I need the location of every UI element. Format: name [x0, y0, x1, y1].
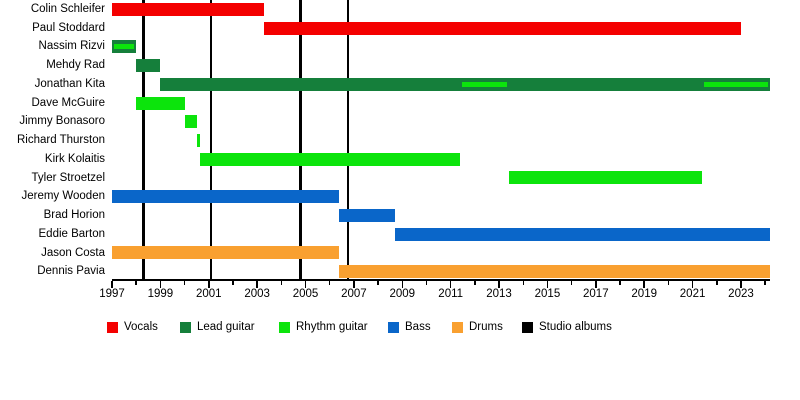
axis-tick: [740, 281, 742, 288]
timeline-bar: [339, 208, 396, 222]
timeline-bar: [200, 152, 461, 166]
member-label: Brad Horion: [43, 209, 105, 222]
axis-tick: [474, 281, 476, 285]
timeline-bar-overlay: [462, 81, 507, 87]
axis-tick: [764, 281, 766, 285]
member-label: Jimmy Bonasoro: [19, 115, 105, 128]
axis-tick-label: 1997: [99, 288, 125, 300]
member-label: Jason Costa: [41, 246, 105, 259]
axis-tick: [619, 281, 621, 285]
axis-tick: [135, 281, 137, 285]
album-marker-line: [209, 0, 213, 281]
axis-tick: [377, 281, 379, 285]
member-label: Kirk Kolaitis: [44, 152, 105, 165]
legend-swatch: [180, 322, 191, 333]
axis-tick: [232, 281, 234, 285]
axis-tick: [595, 281, 597, 288]
timeline-bar: [508, 171, 703, 185]
timeline-bar: [264, 21, 741, 35]
axis-tick: [401, 281, 404, 288]
album-marker-line: [299, 0, 302, 281]
axis-tick: [304, 281, 307, 288]
timeline-bar: [112, 2, 265, 16]
axis-tick-label: 2021: [679, 288, 706, 300]
member-label: Paul Stoddard: [32, 21, 105, 34]
member-label: Jeremy Wooden: [21, 190, 105, 203]
axis-tick-label: 2017: [583, 288, 609, 300]
axis-tick: [643, 281, 645, 288]
axis-tick-label: 2009: [389, 288, 416, 300]
axis-tick: [498, 281, 500, 288]
member-labels: Colin Schleifer Paul Stoddard Nassim Rizvi…: [0, 0, 105, 281]
axis-tick-label: 1999: [147, 288, 174, 300]
axis-tick: [691, 281, 694, 288]
legend-swatch: [279, 322, 290, 333]
legend-label: Bass: [405, 321, 431, 333]
member-label: Tyler Stroetzel: [31, 171, 106, 184]
legend-swatch: [522, 322, 533, 333]
timeline-bar: [395, 227, 770, 241]
axis-tick: [256, 281, 258, 288]
plot-area: 1997 1999 2001 2003 2005 2007 2009 2011 2013 2015…: [99, 0, 770, 300]
axis-tick-label: 2001: [195, 288, 222, 300]
timeline-bar: [112, 246, 340, 260]
member-label: Colin Schleifer: [30, 3, 105, 15]
axis-tick-label: 2011: [438, 288, 464, 300]
axis-tick-label: 2015: [534, 288, 561, 300]
legend-swatch: [452, 322, 463, 333]
axis-tick-label: 2005: [292, 288, 319, 300]
timeline-bar: [184, 115, 197, 129]
axis-tick: [716, 281, 718, 285]
album-marker-line: [346, 0, 350, 281]
legend-swatch: [107, 322, 118, 333]
member-label: Nassim Rizvi: [38, 40, 105, 53]
axis-tick: [570, 281, 573, 285]
member-label: Mehdy Rad: [46, 59, 105, 72]
timeline-bar-overlay: [704, 81, 768, 87]
legend-label: Rhythm guitar: [296, 321, 368, 333]
axis-tick: [546, 281, 549, 288]
legend-label: Studio albums: [539, 321, 612, 333]
timeline-bar: [136, 59, 161, 73]
timeline-bar: [136, 96, 185, 110]
axis-tick: [522, 281, 524, 285]
axis-tick: [353, 281, 355, 288]
axis-tick-label: 2019: [631, 288, 657, 300]
axis-tick-label: 2023: [728, 288, 754, 300]
timeline-bar: [339, 265, 770, 279]
legend-label: Vocals: [124, 321, 158, 333]
member-label: Eddie Barton: [38, 227, 106, 240]
axis-tick: [111, 281, 113, 288]
axis-tick: [208, 281, 210, 288]
member-label: Dennis Pavia: [37, 265, 105, 278]
x-axis-line: [112, 279, 770, 281]
timeline-bar-overlay: [114, 44, 135, 50]
timeline-bar: [112, 190, 340, 204]
legend-label: Lead guitar: [197, 321, 255, 333]
album-marker-line: [142, 0, 145, 281]
member-label: Jonathan Kita: [34, 77, 105, 90]
axis-tick: [667, 281, 670, 285]
axis-tick-label: 2013: [486, 288, 512, 300]
axis-tick: [183, 281, 186, 285]
axis-tick: [280, 281, 283, 285]
member-label: Dave McGuire: [31, 96, 106, 109]
axis-tick: [159, 281, 162, 288]
axis-tick: [449, 281, 452, 288]
axis-tick: [425, 281, 428, 285]
legend-label: Drums: [469, 321, 503, 333]
timeline-bar: [196, 134, 201, 147]
axis-tick-label: 2007: [341, 288, 367, 300]
legend-swatch: [388, 322, 399, 333]
axis-tick-label: 2003: [244, 288, 270, 300]
member-label: Richard Thurston: [17, 134, 105, 147]
axis-tick: [328, 281, 331, 285]
